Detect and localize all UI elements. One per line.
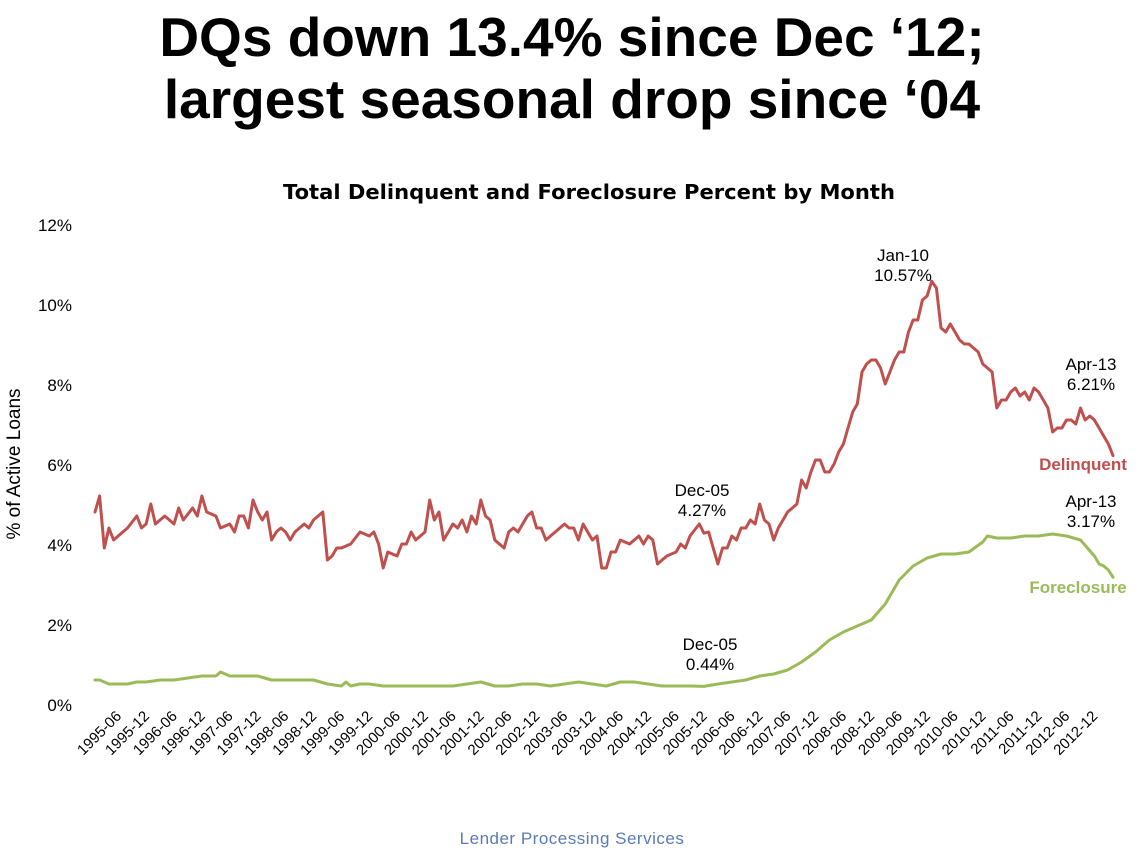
y-tick-label: 12% — [38, 216, 72, 235]
anno-foreclosure-dec05-value: 0.44% — [686, 655, 734, 674]
slide-title-line-1: DQs down 13.4% since Dec ‘12; — [159, 6, 985, 68]
anno-foreclosure-dec05-date: Dec-05 — [683, 635, 738, 654]
anno-delinquent-peak-value: 10.57% — [874, 266, 932, 285]
series-label-foreclosure: Foreclosure — [1029, 578, 1126, 597]
series-label-delinquent: Delinquent — [1039, 455, 1127, 474]
anno-foreclosure-latest-date: Apr-13 — [1065, 492, 1116, 511]
anno-delinquent-latest-value: 6.21% — [1067, 375, 1115, 394]
y-tick-label: 10% — [38, 296, 72, 315]
series-line-delinquent — [93, 279, 1115, 570]
slide-title: DQs down 13.4% since Dec ‘12; largest se… — [0, 6, 1144, 130]
y-axis-label: % of Active Loans — [4, 388, 25, 539]
y-tick-label: 4% — [47, 536, 72, 555]
slide-title-line-2: largest seasonal drop since ‘04 — [163, 68, 981, 130]
anno-delinquent-peak-date: Jan-10 — [877, 246, 929, 265]
x-tick-labels: 1995-061995-121996-061996-121997-061997-… — [74, 708, 1101, 759]
series-lines — [93, 279, 1115, 688]
chart-title: Total Delinquent and Foreclosure Percent… — [283, 180, 895, 204]
y-tick-label: 8% — [47, 376, 72, 395]
y-tick-labels: 0% 2% 4% 6% 8% 10% 12% — [38, 216, 72, 715]
series-line-foreclosure — [93, 532, 1115, 688]
anno-delinquent-latest-date: Apr-13 — [1065, 355, 1116, 374]
anno-delinquent-dec05-value: 4.27% — [678, 501, 726, 520]
footer-source: Lender Processing Services — [459, 829, 685, 848]
anno-delinquent-dec05-date: Dec-05 — [675, 481, 730, 500]
anno-foreclosure-latest-value: 3.17% — [1067, 512, 1115, 531]
y-tick-label: 2% — [47, 616, 72, 635]
y-tick-label: 0% — [47, 696, 72, 715]
y-tick-label: 6% — [47, 456, 72, 475]
